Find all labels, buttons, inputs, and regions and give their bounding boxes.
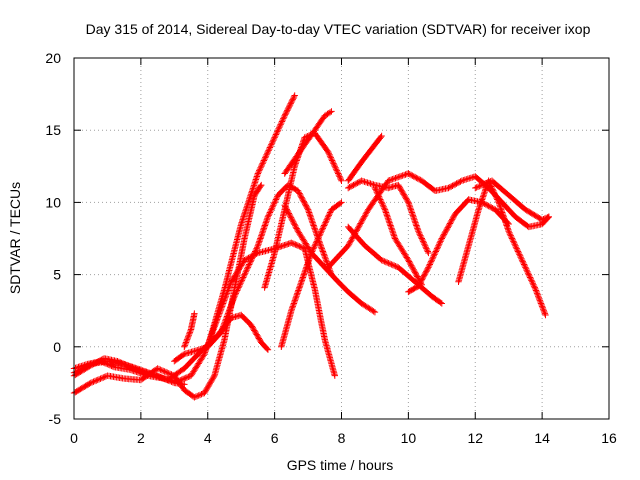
series-markers xyxy=(281,108,335,177)
series-track-16 xyxy=(371,184,425,288)
x-tick-label: 14 xyxy=(534,430,550,446)
y-tick-label: 5 xyxy=(53,267,61,283)
plot-frame xyxy=(73,57,610,420)
series-track-15 xyxy=(345,223,446,307)
series-track-11 xyxy=(281,202,379,316)
series-markers xyxy=(281,202,379,316)
series-markers xyxy=(455,177,549,319)
y-tick-label: 20 xyxy=(45,50,61,66)
y-axis-label: SDTVAR / TECUs xyxy=(7,182,23,294)
series-markers xyxy=(345,223,446,307)
x-tick-label: 12 xyxy=(467,430,483,446)
data-series xyxy=(70,92,553,401)
series-track-9 xyxy=(278,199,345,350)
series-track-7 xyxy=(204,92,298,350)
y-tick-label: 10 xyxy=(45,194,61,210)
series-markers xyxy=(345,177,432,257)
x-tick-label: 2 xyxy=(137,430,145,446)
series-markers xyxy=(371,184,425,288)
series-markers xyxy=(472,177,553,223)
x-tick-label: 6 xyxy=(271,430,279,446)
x-axis-label: GPS time / hours xyxy=(287,457,394,473)
x-tick-label: 10 xyxy=(401,430,417,446)
series-track-14 xyxy=(345,177,432,257)
series-track-6 xyxy=(181,310,198,350)
series-markers xyxy=(405,170,553,231)
chart-title: Day 315 of 2014, Sidereal Day-to-day VTE… xyxy=(86,21,591,37)
y-tick-label: 0 xyxy=(53,339,61,355)
x-tick-label: 0 xyxy=(70,430,78,446)
y-tick-label: 15 xyxy=(45,122,61,138)
series-track-20 xyxy=(472,177,553,223)
series-track-17 xyxy=(405,170,553,231)
series-markers xyxy=(345,132,385,184)
series-markers xyxy=(181,310,198,350)
x-tick-label: 16 xyxy=(601,430,617,446)
x-tick-label: 4 xyxy=(204,430,212,446)
series-track-19 xyxy=(455,177,549,319)
series-track-10 xyxy=(281,108,335,177)
tick-labels: 0 2 4 6 8 10 12 14 16 -5 0 5 10 15 20 xyxy=(45,50,617,446)
x-tick-label: 8 xyxy=(338,430,346,446)
series-markers xyxy=(204,92,298,350)
y-tick-label: -5 xyxy=(49,411,62,427)
series-markers xyxy=(278,199,345,350)
series-track-13 xyxy=(345,132,385,184)
